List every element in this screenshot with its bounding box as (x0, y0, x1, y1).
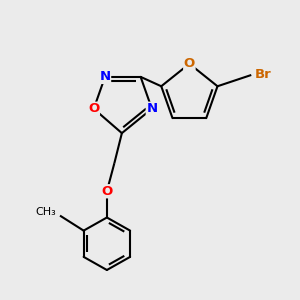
Text: N: N (99, 70, 111, 83)
Text: O: O (88, 102, 99, 115)
Text: O: O (184, 57, 195, 70)
Text: Br: Br (255, 68, 272, 82)
Text: N: N (146, 102, 158, 115)
Text: O: O (101, 185, 112, 198)
Text: CH₃: CH₃ (35, 207, 56, 217)
